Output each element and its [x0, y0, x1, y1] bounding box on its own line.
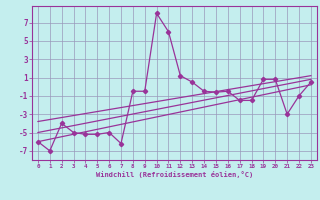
X-axis label: Windchill (Refroidissement éolien,°C): Windchill (Refroidissement éolien,°C) — [96, 171, 253, 178]
